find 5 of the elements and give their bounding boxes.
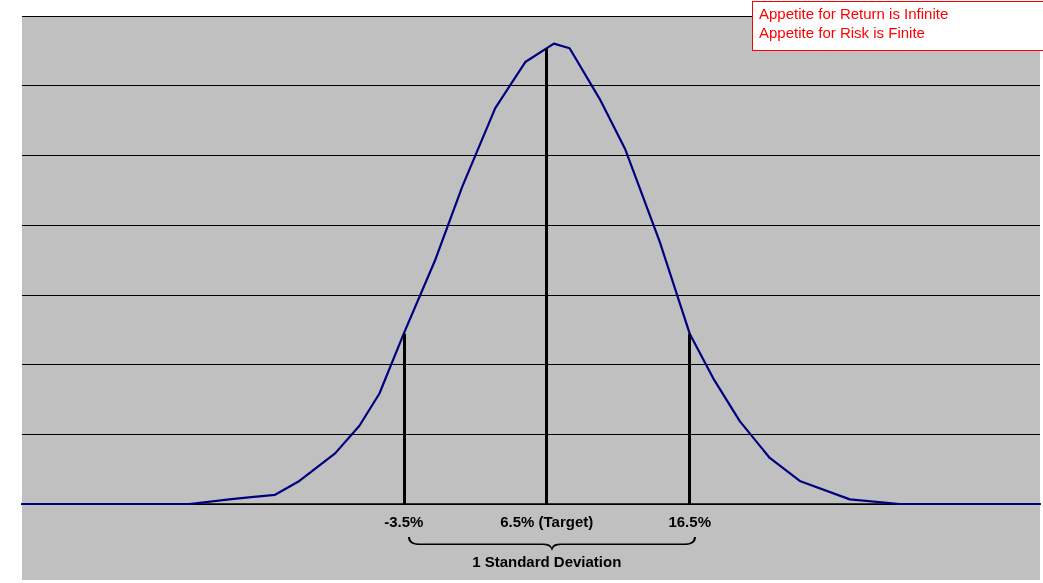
x-tick-label: -3.5%: [384, 513, 424, 530]
text: 1 Standard Deviation: [472, 553, 622, 570]
note-box: Appetite for Return is Infinite Appetite for Risk is Finite: [752, 1, 1043, 51]
x-tick-label: 6.5% (Target): [500, 513, 594, 530]
x-tick-label: 16.5%: [668, 513, 711, 530]
